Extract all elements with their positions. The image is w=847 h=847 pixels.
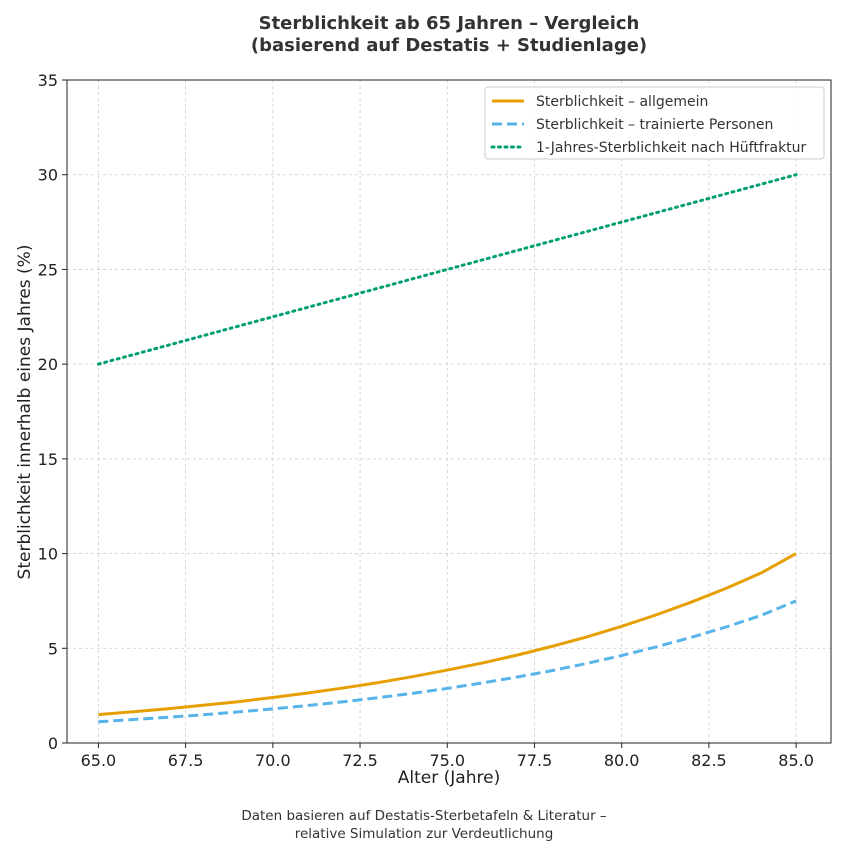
legend-label-sterblichkeit-trainierte-personen: Sterblichkeit – trainierte Personen bbox=[536, 117, 773, 133]
legend-label-sterblichkeit-allgemein: Sterblichkeit – allgemein bbox=[536, 94, 708, 110]
x-tick-label: 65.0 bbox=[81, 751, 117, 770]
y-axis-label: Sterblichkeit innerhalb eines Jahres (%) bbox=[15, 245, 35, 580]
grid bbox=[67, 79, 831, 744]
y-tick-label: 25 bbox=[38, 260, 58, 279]
chart-title-line-2: (basierend auf Destatis + Studienlage) bbox=[251, 35, 647, 56]
x-tick-label: 80.0 bbox=[604, 751, 640, 770]
y-tick-label: 15 bbox=[38, 450, 58, 469]
y-tick-label: 5 bbox=[48, 639, 58, 658]
series-line-sterblichkeit-allgemein bbox=[98, 552, 797, 717]
x-axis-label: Alter (Jahre) bbox=[398, 768, 500, 788]
x-tick-label: 77.5 bbox=[517, 751, 553, 770]
footnote-line-2: relative Simulation zur Verdeutlichung bbox=[295, 826, 554, 842]
x-tick-label: 72.5 bbox=[342, 751, 378, 770]
y-tick-label: 30 bbox=[38, 166, 58, 185]
x-tick-label: 85.0 bbox=[778, 751, 814, 770]
y-tick-label: 10 bbox=[38, 545, 58, 564]
series-line-1-jahres-sterblichkeit-nach-h-ftfraktur bbox=[96, 173, 798, 366]
x-tick-label: 70.0 bbox=[255, 751, 291, 770]
y-tick-label: 35 bbox=[38, 71, 58, 90]
ticks: 65.0 67.5 70.0 72.5 75.0 77.5 80.0 82.5 85.0 0 5 10… bbox=[38, 71, 814, 770]
legend-label-1-jahres-sterblichkeit-nach-h-ftfraktur: 1-Jahres-Sterblichkeit nach Hüftfraktur bbox=[536, 140, 807, 156]
y-tick-label: 0 bbox=[48, 734, 58, 753]
series-layer bbox=[96, 173, 798, 724]
series-line-sterblichkeit-trainierte-personen bbox=[98, 599, 797, 724]
x-tick-label: 82.5 bbox=[691, 751, 727, 770]
plot-frame bbox=[66, 79, 832, 744]
x-tick-label: 75.0 bbox=[429, 751, 465, 770]
y-tick-label: 20 bbox=[38, 355, 58, 374]
footnote-line-1: Daten basieren auf Destatis-Sterbetafeln… bbox=[241, 808, 607, 824]
legend: Sterblichkeit – allgemein Sterblichkeit –… bbox=[484, 86, 825, 160]
chart-title-line-1: Sterblichkeit ab 65 Jahren – Vergleich bbox=[259, 13, 640, 34]
legend-frame bbox=[484, 86, 825, 160]
x-tick-label: 67.5 bbox=[168, 751, 204, 770]
